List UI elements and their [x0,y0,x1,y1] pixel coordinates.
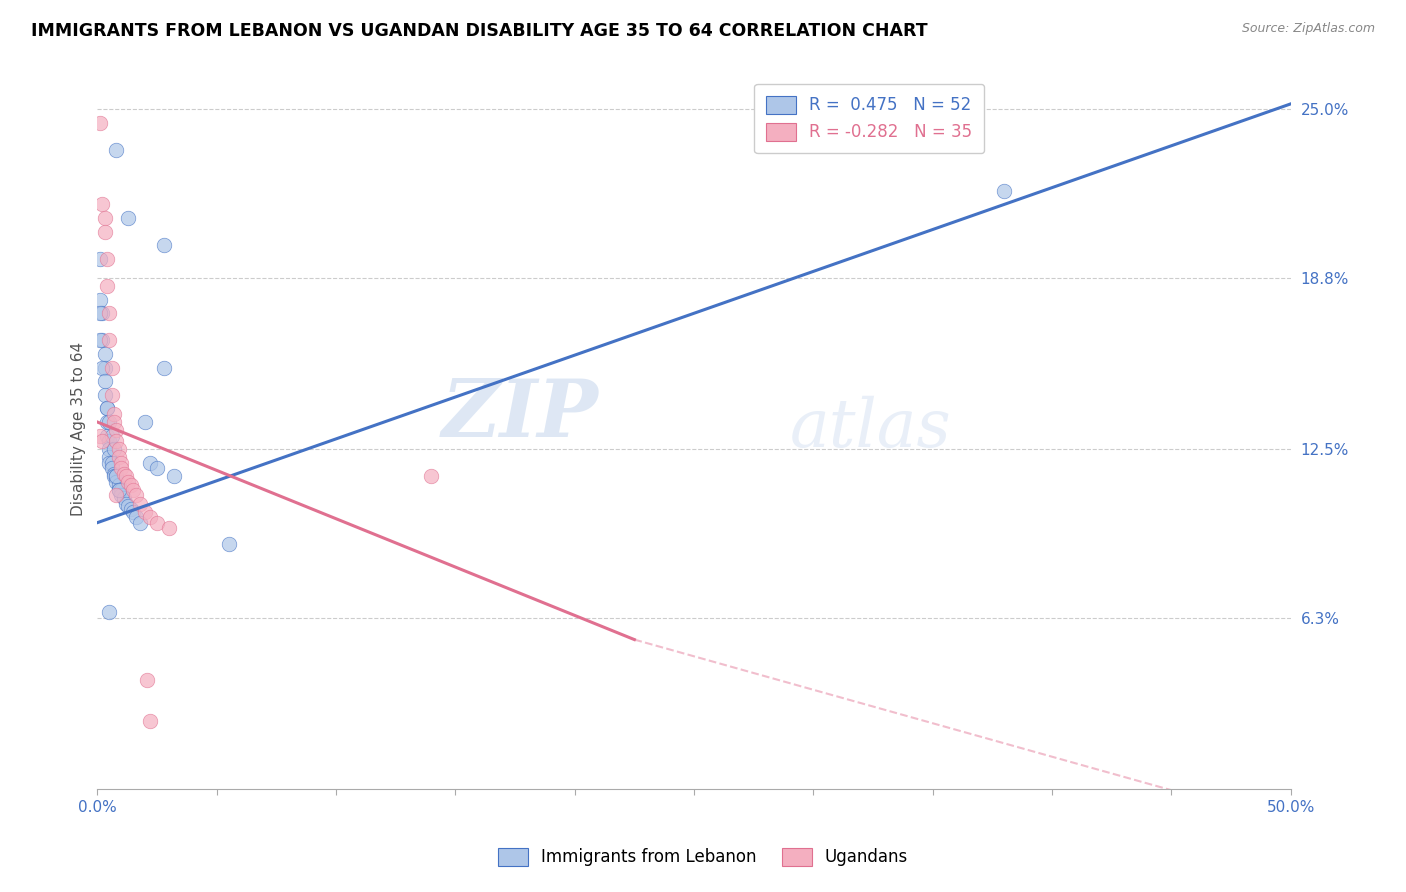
Point [139,510,162,524]
Point [146,516,169,530]
Point [120,477,142,491]
Point [98,450,121,465]
Point [96,252,118,266]
Point [108,450,131,465]
Point [96,401,118,416]
Point [105,423,128,437]
Point [115,469,138,483]
Point [112,491,135,505]
Point [117,211,139,225]
Y-axis label: Disability Age 35 to 64: Disability Age 35 to 64 [72,342,86,516]
Point [105,488,128,502]
Point [93,374,115,388]
Point [134,415,156,429]
Point [105,434,128,448]
Point [146,461,169,475]
Point [108,477,131,491]
Point [124,510,146,524]
Point [103,442,125,457]
Point [153,238,176,252]
Point [96,415,118,429]
Point [98,334,121,348]
Point [103,407,125,421]
Point [98,306,121,320]
Text: ZIP: ZIP [441,376,599,453]
Point [105,469,128,483]
Point [110,456,132,470]
Point [91,434,114,448]
Point [420,469,443,483]
Point [129,516,152,530]
Point [93,360,115,375]
Point [89,116,111,130]
Point [110,483,132,497]
Point [89,428,111,442]
Text: Source: ZipAtlas.com: Source: ZipAtlas.com [1241,22,1375,36]
Point [91,360,114,375]
Point [103,467,125,481]
Point [108,483,131,497]
Point [157,521,180,535]
Point [93,388,115,402]
Point [98,606,121,620]
Point [105,469,128,483]
Point [91,197,114,211]
Point [100,388,122,402]
Point [993,184,1015,198]
Text: IMMIGRANTS FROM LEBANON VS UGANDAN DISABILITY AGE 35 TO 64 CORRELATION CHART: IMMIGRANTS FROM LEBANON VS UGANDAN DISAB… [31,22,928,40]
Point [96,279,118,293]
Point [89,293,111,307]
Point [105,475,128,489]
Point [124,488,146,502]
Text: atlas: atlas [790,396,952,461]
Point [129,497,152,511]
Point [103,469,125,483]
Point [108,483,131,497]
Point [100,428,122,442]
Point [139,456,162,470]
Point [153,360,176,375]
Point [89,306,111,320]
Point [112,467,135,481]
Point [110,488,132,502]
Point [136,673,159,688]
Point [108,442,131,457]
Point [122,483,145,497]
Point [105,143,128,157]
Point [122,505,145,519]
Point [98,456,121,470]
Legend: R =  0.475   N = 52, R = -0.282   N = 35: R = 0.475 N = 52, R = -0.282 N = 35 [754,84,984,153]
Point [93,211,115,225]
Point [120,502,142,516]
Point [96,401,118,416]
Point [98,415,121,429]
Point [103,415,125,429]
Point [115,497,138,511]
Point [93,225,115,239]
Point [98,442,121,457]
Point [163,469,186,483]
Point [98,434,121,448]
Point [110,461,132,475]
Point [100,360,122,375]
Point [96,428,118,442]
Point [100,461,122,475]
Point [218,537,240,551]
Point [139,714,162,728]
Point [117,500,139,514]
Point [89,252,111,266]
Point [91,306,114,320]
Point [117,475,139,489]
Point [134,505,156,519]
Legend: Immigrants from Lebanon, Ugandans: Immigrants from Lebanon, Ugandans [491,841,915,873]
Point [89,334,111,348]
Point [93,347,115,361]
Point [100,456,122,470]
Point [91,334,114,348]
